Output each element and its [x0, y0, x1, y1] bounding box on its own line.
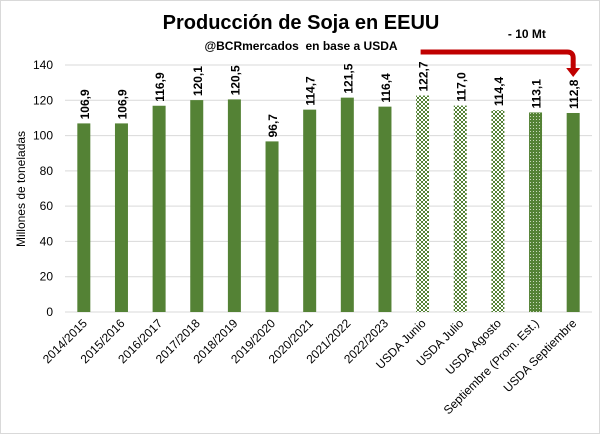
chart-title: Producción de Soja en EEUU: [163, 12, 440, 34]
bar: [114, 123, 128, 312]
data-label: 122,7: [417, 61, 431, 91]
y-tick-label: 140: [33, 58, 53, 72]
y-tick-label: 40: [40, 234, 54, 248]
data-label: 96,7: [266, 114, 280, 138]
y-tick-label: 20: [40, 270, 54, 284]
data-label: 106,9: [115, 89, 129, 119]
bar: [566, 112, 580, 312]
bar: [491, 110, 505, 312]
data-label: 112,8: [567, 79, 581, 109]
chart-subtitle: @BCRmercados en base a USDA: [204, 39, 397, 53]
data-label: 114,7: [304, 76, 318, 106]
bar: [190, 100, 204, 312]
bar: [378, 106, 392, 312]
data-label: 117,0: [454, 72, 468, 102]
y-tick-label: 80: [40, 164, 54, 178]
bar: [453, 105, 467, 312]
y-tick-label: 120: [33, 93, 53, 107]
arrow-line: [420, 49, 576, 69]
data-label: 116,9: [153, 72, 167, 102]
bar: [77, 123, 91, 312]
annotation-text: - 10 Mt: [508, 27, 546, 41]
data-label: 114,4: [492, 76, 506, 106]
data-label: 121,5: [341, 63, 355, 93]
bar: [529, 112, 543, 312]
bar: [340, 97, 354, 312]
x-tick-label: USDA Septiembre: [501, 316, 580, 395]
bar: [227, 99, 241, 313]
bar: [416, 95, 430, 312]
y-tick-label: 100: [33, 129, 53, 143]
data-label: 116,4: [379, 73, 393, 103]
data-label: 120,5: [228, 65, 242, 95]
data-label: 120,1: [191, 66, 205, 96]
y-tick-label: 60: [40, 199, 54, 213]
y-axis-label: Millones de toneladas: [14, 131, 28, 247]
bar: [265, 141, 279, 312]
bar: [303, 109, 317, 312]
bar: [152, 105, 166, 312]
arrow-head: [566, 68, 581, 77]
data-label: 106,9: [78, 89, 92, 119]
y-tick-label: 0: [46, 305, 53, 319]
data-label: 113,1: [530, 79, 544, 109]
